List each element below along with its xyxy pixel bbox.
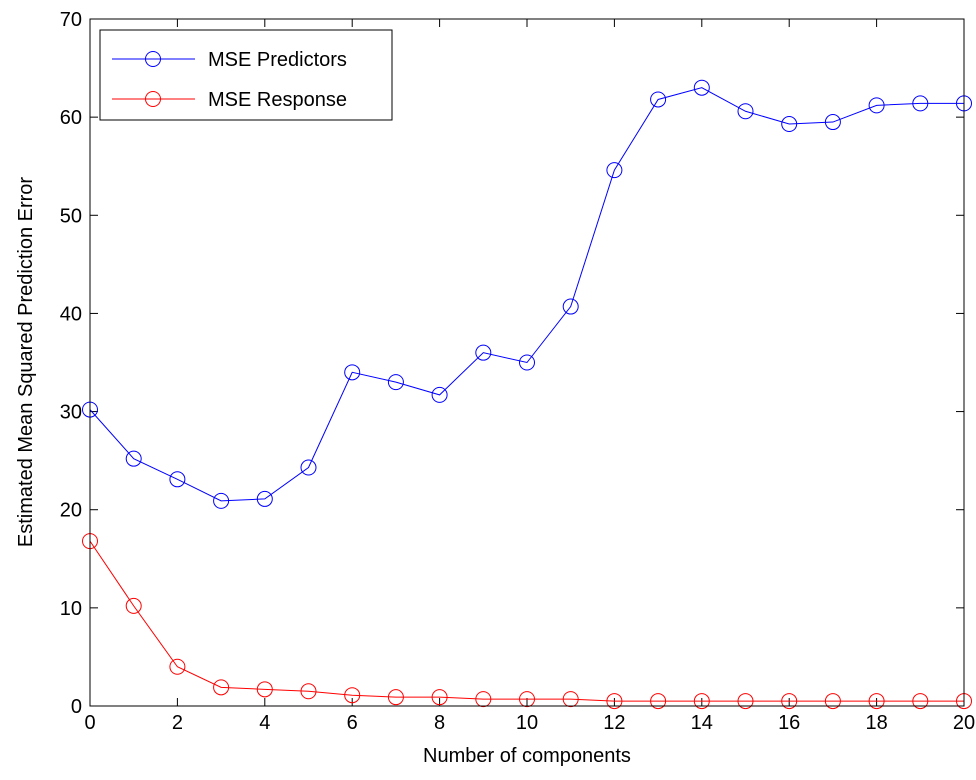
x-tick-label-16: 16 bbox=[778, 712, 800, 734]
series-line-mse-response bbox=[89, 540, 964, 702]
data-point-mse-predictors-17 bbox=[824, 114, 841, 131]
data-point-mse-predictors-6 bbox=[344, 364, 361, 381]
data-point-mse-predictors-1 bbox=[125, 450, 142, 467]
data-point-mse-predictors-10 bbox=[519, 354, 535, 371]
tick-labels: 0 2 4 6 8 10 12 14 16 18 20 0 10 20 30 40 50 60 70 bbox=[60, 9, 975, 734]
data-point-mse-response-1 bbox=[125, 597, 142, 614]
data-point-mse-response-18 bbox=[868, 693, 885, 710]
legend-label-mse-response: MSE Response bbox=[208, 89, 347, 111]
data-point-mse-response-13 bbox=[650, 693, 667, 710]
data-point-mse-predictors-3 bbox=[213, 492, 230, 509]
series-mse-predictors bbox=[82, 79, 972, 509]
data-point-mse-response-16 bbox=[781, 693, 798, 710]
legend: MSE Predictors MSE Response bbox=[99, 29, 393, 121]
legend-marker-mse-response bbox=[145, 91, 161, 107]
data-point-mse-predictors-9 bbox=[475, 344, 492, 361]
data-point-mse-predictors-5 bbox=[300, 459, 317, 476]
y-axis-label: Estimated Mean Squared Prediction Error bbox=[15, 177, 37, 548]
data-point-mse-response-11 bbox=[562, 691, 579, 708]
x-tick-label-2: 2 bbox=[172, 712, 183, 734]
x-tick-label-8: 8 bbox=[434, 712, 445, 734]
data-point-mse-response-5 bbox=[300, 683, 317, 700]
data-point-mse-response-8 bbox=[431, 689, 448, 706]
data-point-mse-predictors-18 bbox=[868, 97, 885, 114]
x-tick-label-18: 18 bbox=[865, 712, 887, 734]
data-point-mse-response-14 bbox=[693, 693, 710, 710]
series-mse-response bbox=[82, 533, 972, 710]
y-tick-label-60: 60 bbox=[60, 107, 82, 129]
data-point-mse-predictors-15 bbox=[737, 103, 754, 120]
data-point-mse-response-4 bbox=[256, 681, 273, 698]
data-point-mse-predictors-12 bbox=[606, 162, 623, 179]
y-tick-label-30: 30 bbox=[60, 402, 82, 424]
legend-marker-mse-predictors bbox=[145, 51, 161, 67]
y-tick-label-50: 50 bbox=[60, 205, 82, 227]
data-point-mse-response-12 bbox=[606, 693, 623, 710]
legend-label-mse-predictors: MSE Predictors bbox=[208, 49, 347, 71]
data-point-mse-predictors-19 bbox=[912, 95, 929, 112]
data-point-mse-response-19 bbox=[912, 693, 929, 710]
data-point-mse-predictors-4 bbox=[256, 490, 273, 507]
x-tick-label-20: 20 bbox=[953, 712, 975, 734]
legend-entry-mse-response: MSE Response bbox=[112, 89, 347, 111]
data-point-mse-response-9 bbox=[475, 691, 492, 708]
data-point-mse-predictors-11 bbox=[562, 298, 579, 315]
series-layer bbox=[82, 79, 972, 710]
data-point-mse-predictors-13 bbox=[650, 91, 667, 108]
data-point-mse-response-2 bbox=[169, 658, 186, 675]
x-tick-label-4: 4 bbox=[259, 712, 270, 734]
data-point-mse-response-3 bbox=[213, 679, 230, 696]
x-axis-label: Number of components bbox=[423, 745, 631, 767]
x-tick-label-10: 10 bbox=[516, 712, 538, 734]
data-point-mse-response-15 bbox=[737, 693, 754, 710]
y-tick-label-40: 40 bbox=[60, 303, 82, 325]
data-point-mse-predictors-2 bbox=[169, 471, 186, 488]
legend-entry-mse-predictors: MSE Predictors bbox=[112, 49, 347, 71]
y-tick-label-10: 10 bbox=[60, 598, 82, 620]
y-tick-label-70: 70 bbox=[60, 9, 82, 31]
data-point-mse-response-17 bbox=[824, 693, 841, 710]
data-point-mse-predictors-14 bbox=[693, 79, 710, 96]
data-point-mse-predictors-16 bbox=[781, 116, 798, 133]
data-point-mse-response-10 bbox=[519, 691, 535, 708]
data-point-mse-response-7 bbox=[387, 689, 404, 706]
series-line-mse-predictors bbox=[89, 87, 964, 502]
y-tick-label-20: 20 bbox=[60, 500, 82, 522]
x-tick-label-6: 6 bbox=[347, 712, 358, 734]
axes-box bbox=[89, 18, 965, 707]
data-point-mse-response-6 bbox=[344, 687, 361, 704]
x-tick-label-12: 12 bbox=[603, 712, 625, 734]
data-point-mse-predictors-8 bbox=[431, 386, 448, 403]
x-tick-label-0: 0 bbox=[84, 712, 95, 734]
data-point-mse-predictors-7 bbox=[387, 374, 404, 391]
y-tick-label-0: 0 bbox=[71, 696, 82, 718]
x-tick-label-14: 14 bbox=[691, 712, 713, 734]
